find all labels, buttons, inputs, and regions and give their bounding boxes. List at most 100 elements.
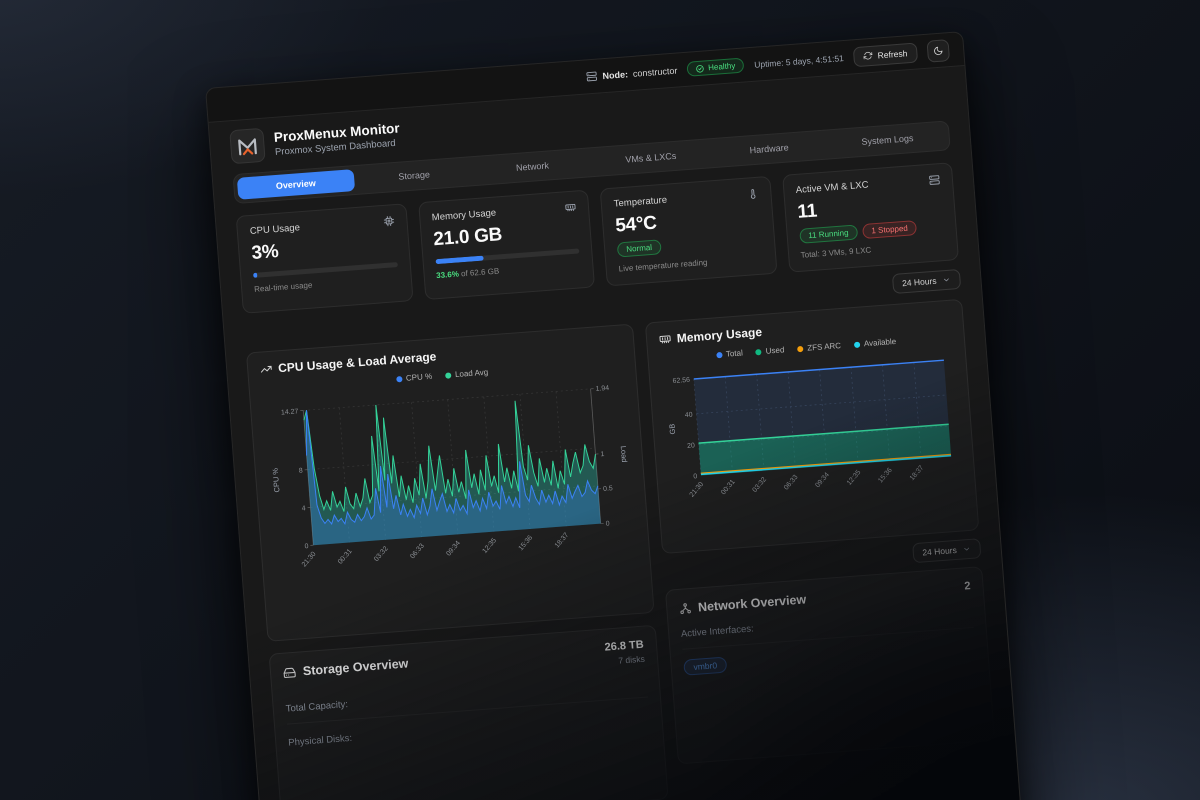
tab-system-logs[interactable]: System Logs bbox=[861, 133, 914, 147]
svg-text:8: 8 bbox=[299, 468, 304, 475]
svg-text:0.5: 0.5 bbox=[603, 485, 613, 493]
check-circle-icon bbox=[696, 64, 705, 73]
svg-text:0: 0 bbox=[693, 473, 698, 480]
time-range-selector-2[interactable]: 24 Hours bbox=[911, 538, 982, 564]
memory-chart-card: Memory Usage Total Used ZFS ARC Available 2… bbox=[644, 298, 980, 555]
svg-text:15:36: 15:36 bbox=[518, 534, 535, 552]
network-icon bbox=[679, 602, 692, 615]
svg-text:06:33: 06:33 bbox=[409, 542, 426, 560]
network-title: Network Overview bbox=[697, 592, 807, 615]
storage-title: Storage Overview bbox=[302, 656, 409, 679]
cpu-caption: Real-time usage bbox=[253, 280, 313, 294]
svg-text:09:34: 09:34 bbox=[445, 540, 462, 558]
charts-area: CPU Usage & Load Average CPU % Load Avg 2… bbox=[245, 298, 998, 800]
node-label: Node: bbox=[602, 68, 629, 81]
cpu-icon bbox=[383, 215, 395, 227]
legend-item: Used bbox=[755, 345, 785, 356]
memory-chart: 21:30 00:31 03:32 06:33 09:34 12:35 15:36 18:37… bbox=[667, 359, 951, 499]
node-indicator: Node: constructor bbox=[586, 65, 678, 83]
memory-usage-card: Memory Usage 21.0 GB 33.6% of 62.6 GB bbox=[417, 189, 596, 301]
refresh-button[interactable]: Refresh bbox=[852, 42, 919, 67]
proxmenux-logo bbox=[229, 127, 266, 165]
svg-text:21:30: 21:30 bbox=[688, 481, 705, 499]
svg-text:18:37: 18:37 bbox=[554, 532, 571, 550]
legend-item: Load Avg bbox=[444, 368, 489, 380]
svg-text:12:35: 12:35 bbox=[846, 469, 863, 487]
network-interfaces-label: Active Interfaces: bbox=[680, 606, 974, 650]
legend-item: Total bbox=[715, 348, 743, 359]
tab-vms-lxcs[interactable]: VMs & LXCs bbox=[624, 150, 677, 165]
moon-icon bbox=[933, 45, 944, 56]
temperature-status-badge: Normal bbox=[616, 239, 662, 258]
network-count: 2 bbox=[963, 580, 971, 593]
svg-text:00:31: 00:31 bbox=[337, 548, 354, 566]
svg-text:14.27: 14.27 bbox=[281, 408, 299, 416]
cpu-card-label: CPU Usage bbox=[249, 222, 301, 238]
temperature-caption: Live temperature reading bbox=[618, 257, 708, 274]
svg-text:12:35: 12:35 bbox=[481, 537, 498, 555]
refresh-icon bbox=[863, 51, 873, 61]
svg-text:Load: Load bbox=[619, 446, 629, 463]
cpu-load-chart: 21:30 00:31 03:32 06:33 09:34 12:35 15:36 18:37… bbox=[271, 385, 629, 569]
health-badge: Healthy bbox=[686, 57, 745, 77]
memory-chart-icon bbox=[658, 333, 671, 346]
svg-text:62.56: 62.56 bbox=[672, 377, 690, 385]
chevron-down-icon-2 bbox=[962, 545, 971, 554]
cpu-usage-card: CPU Usage 3% Real-time usage bbox=[235, 203, 414, 314]
svg-text:21:30: 21:30 bbox=[301, 551, 318, 569]
tab-overview[interactable]: Overview bbox=[236, 169, 355, 200]
svg-text:06:33: 06:33 bbox=[783, 474, 800, 492]
svg-text:03:32: 03:32 bbox=[373, 545, 390, 563]
active-vm-card: Active VM & LXC 11 11 Running 1 Stopped … bbox=[781, 162, 960, 273]
legend-item: CPU % bbox=[395, 372, 432, 384]
temperature-card-label: Temperature bbox=[613, 194, 668, 210]
svg-text:CPU %: CPU % bbox=[271, 467, 282, 492]
vm-stopped-badge: 1 Stopped bbox=[861, 220, 918, 240]
svg-text:0: 0 bbox=[304, 543, 309, 550]
storage-total-value: 26.8 TB bbox=[604, 638, 645, 654]
memory-chart-title: Memory Usage bbox=[676, 324, 763, 346]
interface-badge: vmbr0 bbox=[682, 656, 728, 676]
svg-text:15:36: 15:36 bbox=[877, 467, 894, 485]
time-range-selector[interactable]: 24 Hours bbox=[891, 268, 962, 295]
legend-item: Available bbox=[853, 337, 896, 349]
svg-text:18:37: 18:37 bbox=[908, 464, 925, 482]
theme-toggle-button[interactable] bbox=[926, 38, 951, 63]
vm-caption: Total: 3 VMs, 9 LXC bbox=[800, 245, 872, 260]
vm-running-badge: 11 Running bbox=[798, 224, 859, 244]
svg-text:4: 4 bbox=[302, 505, 307, 512]
thermometer-icon bbox=[747, 188, 759, 200]
hard-drive-icon bbox=[283, 665, 297, 679]
tab-network[interactable]: Network bbox=[515, 160, 550, 173]
cpu-value: 3% bbox=[250, 240, 280, 264]
header-titles: ProxMenux Monitor Proxmox System Dashboa… bbox=[273, 121, 401, 158]
svg-text:1: 1 bbox=[600, 451, 605, 458]
svg-text:0: 0 bbox=[605, 520, 610, 527]
tab-storage[interactable]: Storage bbox=[398, 169, 431, 182]
server-stack-icon bbox=[929, 174, 941, 186]
storage-disks-value: 7 disks bbox=[617, 653, 646, 666]
svg-text:00:31: 00:31 bbox=[720, 478, 737, 496]
cpu-chart-title: CPU Usage & Load Average bbox=[277, 349, 437, 376]
memory-card-label: Memory Usage bbox=[431, 207, 497, 224]
trending-up-icon bbox=[260, 363, 273, 376]
svg-text:1.94: 1.94 bbox=[595, 385, 609, 393]
memory-icon bbox=[565, 202, 577, 214]
storage-overview-card: Storage Overview 26.8 TB 7 disks Total C… bbox=[268, 624, 669, 800]
svg-text:40: 40 bbox=[684, 412, 692, 420]
legend-item: ZFS ARC bbox=[797, 341, 841, 353]
svg-text:03:32: 03:32 bbox=[751, 476, 768, 494]
temperature-card: Temperature 54°C Normal Live temperature… bbox=[599, 175, 778, 287]
uptime-text: Uptime: 5 days, 4:51:51 bbox=[753, 52, 845, 70]
dashboard-panel: Node: constructor Healthy Uptime: 5 days… bbox=[205, 31, 1026, 800]
svg-text:20: 20 bbox=[687, 442, 695, 450]
memory-caption: 33.6% of 62.6 GB bbox=[435, 265, 500, 280]
cpu-load-chart-card: CPU Usage & Load Average CPU % Load Avg 2… bbox=[245, 323, 655, 642]
server-icon bbox=[586, 71, 598, 83]
memory-value: 21.0 GB bbox=[432, 224, 503, 251]
chevron-down-icon bbox=[942, 276, 951, 285]
svg-text:GB: GB bbox=[667, 423, 677, 434]
tab-hardware[interactable]: Hardware bbox=[749, 142, 789, 156]
node-value: constructor bbox=[632, 65, 678, 79]
